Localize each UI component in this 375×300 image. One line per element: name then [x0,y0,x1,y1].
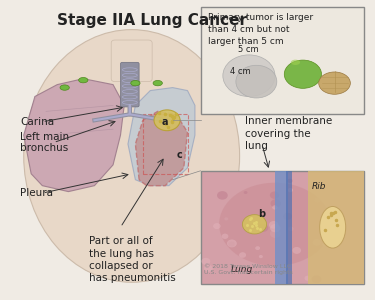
FancyBboxPatch shape [201,171,364,284]
Circle shape [258,224,268,232]
Circle shape [223,55,275,97]
Circle shape [236,65,277,98]
Polygon shape [135,111,188,186]
Circle shape [330,223,334,227]
Ellipse shape [219,183,331,266]
Circle shape [224,217,228,220]
Circle shape [270,199,281,208]
Text: Part or all of
the lung has
collapsed or
has pneumonitis: Part or all of the lung has collapsed or… [89,236,176,284]
Circle shape [220,183,230,190]
Circle shape [239,252,246,258]
Text: b: b [258,209,266,219]
Circle shape [222,234,228,239]
Circle shape [326,221,332,225]
Text: Left main
bronchus: Left main bronchus [20,132,69,153]
Ellipse shape [284,60,321,88]
Text: c: c [177,150,183,160]
Text: 4 cm: 4 cm [230,67,251,76]
Ellipse shape [153,80,162,86]
Circle shape [201,258,210,265]
Circle shape [228,242,235,247]
Circle shape [259,255,263,258]
Ellipse shape [154,110,180,131]
Text: Stage IIA Lung Cancer: Stage IIA Lung Cancer [57,13,247,28]
Ellipse shape [291,60,300,65]
FancyBboxPatch shape [201,7,364,114]
Circle shape [249,219,255,224]
Circle shape [220,250,231,258]
Ellipse shape [131,80,140,86]
Circle shape [312,275,321,283]
Ellipse shape [24,30,240,282]
Circle shape [272,205,278,210]
Ellipse shape [242,214,267,234]
Text: Rib: Rib [312,182,327,190]
Circle shape [204,265,213,272]
FancyBboxPatch shape [111,40,152,82]
FancyBboxPatch shape [309,171,364,284]
Ellipse shape [320,206,346,248]
Text: Lung: Lung [230,265,252,274]
Circle shape [255,246,260,250]
Circle shape [213,223,220,229]
Polygon shape [24,79,124,192]
Circle shape [287,179,292,183]
Circle shape [292,247,301,254]
Circle shape [270,230,280,238]
Text: 5 cm: 5 cm [238,45,258,54]
Circle shape [288,226,294,231]
Polygon shape [128,88,195,186]
Circle shape [215,181,220,185]
Circle shape [244,191,248,194]
Text: © 2018 Terese Winslow LLC
U.S. Govt. has certain rights: © 2018 Terese Winslow LLC U.S. Govt. has… [204,264,293,275]
Circle shape [270,191,279,199]
Circle shape [313,239,321,246]
FancyBboxPatch shape [286,171,292,284]
Circle shape [269,221,279,229]
FancyBboxPatch shape [120,62,139,107]
Circle shape [312,264,319,270]
Ellipse shape [79,77,88,83]
Circle shape [288,188,293,192]
Circle shape [227,239,237,247]
Circle shape [314,198,320,203]
Circle shape [332,220,338,225]
Text: Primary tumor is larger
than 4 cm but not
larger than 5 cm: Primary tumor is larger than 4 cm but no… [208,13,313,46]
Text: Inner membrane
covering the
lung: Inner membrane covering the lung [245,116,333,151]
Circle shape [304,276,311,281]
Circle shape [323,213,329,218]
Circle shape [322,231,328,236]
FancyBboxPatch shape [275,171,288,284]
Text: Pleura: Pleura [20,188,53,198]
Circle shape [236,180,247,189]
Circle shape [270,224,280,232]
Circle shape [217,191,228,200]
Ellipse shape [319,72,350,94]
Text: a: a [162,117,168,127]
Text: Carina: Carina [20,117,54,127]
Ellipse shape [60,85,69,90]
Circle shape [283,213,292,220]
Circle shape [322,243,326,246]
